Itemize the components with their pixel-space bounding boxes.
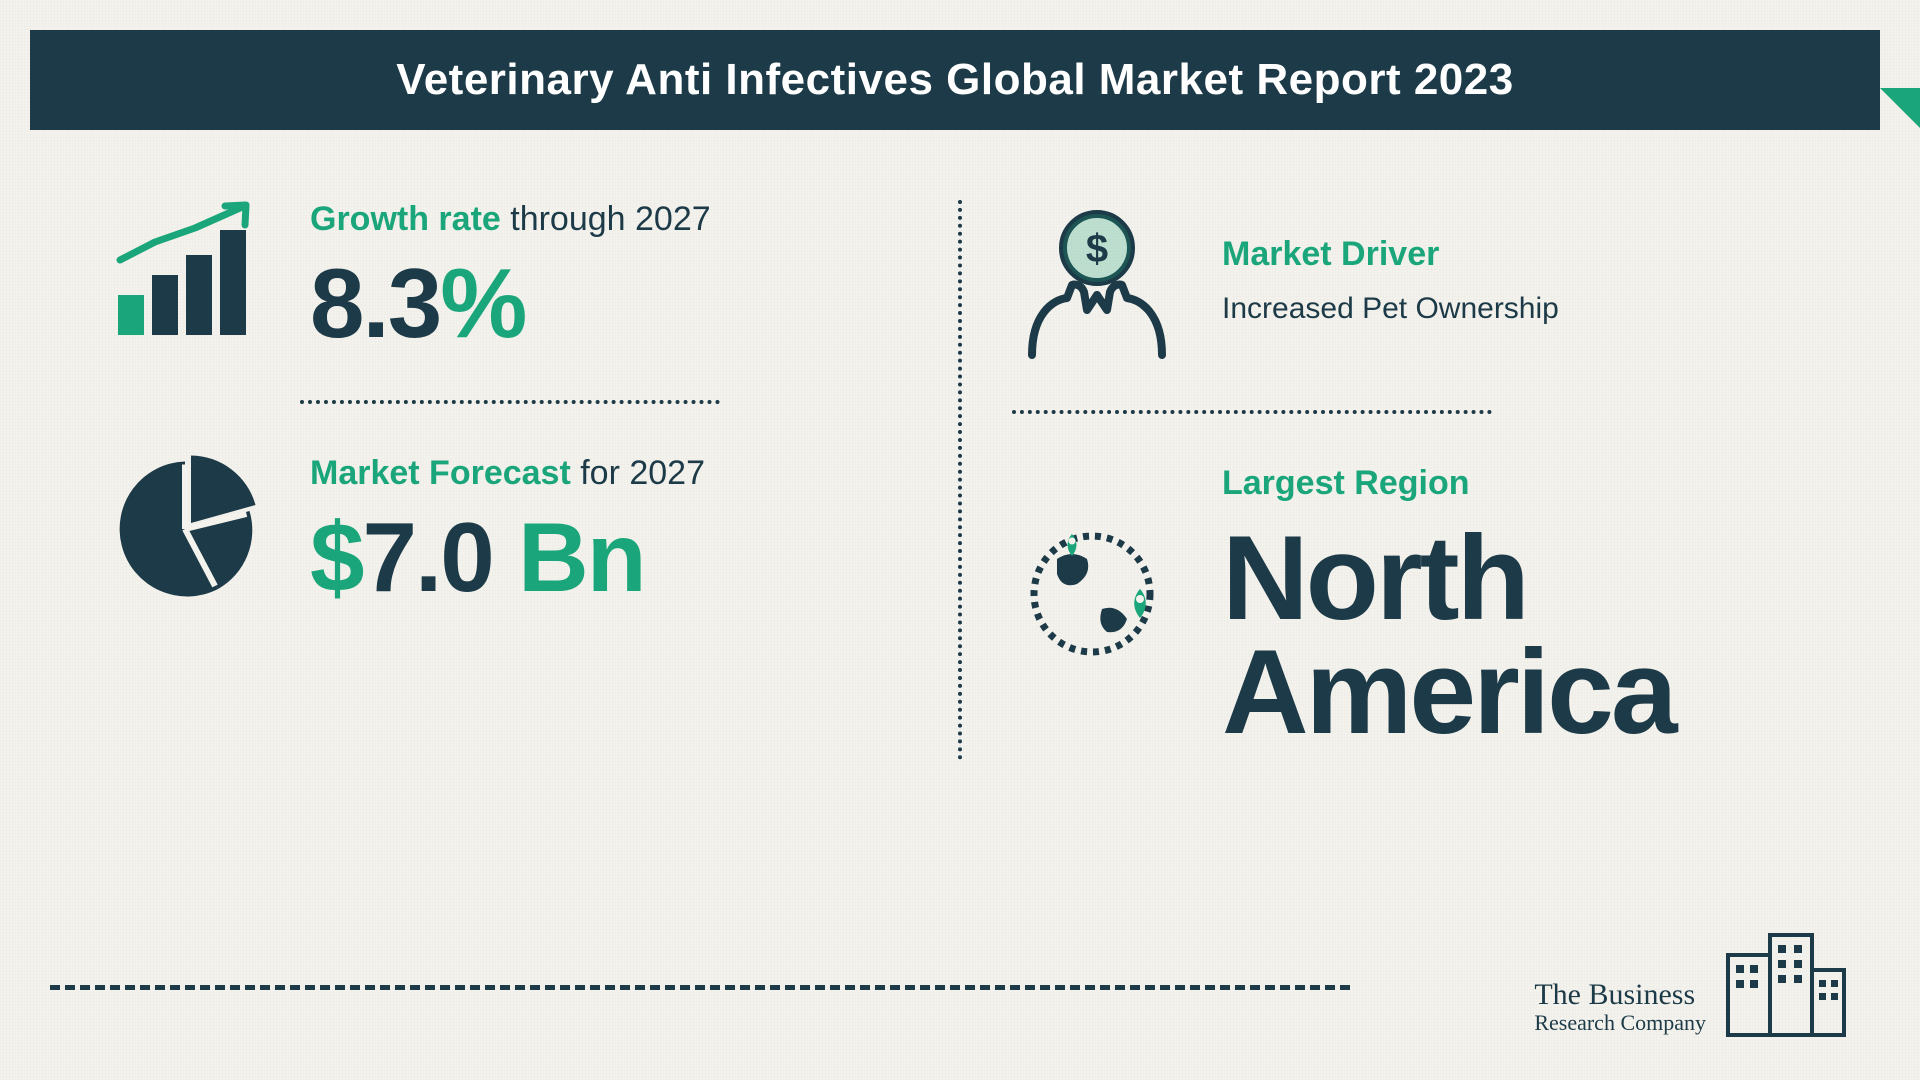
growth-text: Growth rate through 2027 8.3% (310, 200, 908, 350)
forecast-prefix: $ (310, 502, 363, 612)
region-label: Largest Region (1222, 464, 1820, 503)
corner-accent (1880, 88, 1920, 128)
right-divider (1012, 410, 1492, 414)
forecast-suffix: Bn (493, 502, 645, 612)
forecast-number: 7.0 (363, 502, 493, 612)
globe-pin-icon (1012, 514, 1182, 674)
left-column: Growth rate through 2027 8.3% (100, 180, 908, 960)
hands-coin-icon: $ (1012, 200, 1182, 360)
largest-region-block: Largest Region North America (1012, 444, 1820, 769)
growth-chart-icon (100, 200, 270, 350)
logo-line2: Research Company (1534, 1011, 1706, 1034)
right-column: $ Market Driver Increased Pet Ownership (1012, 180, 1820, 960)
forecast-label: Market Forecast for 2027 (310, 454, 908, 493)
growth-value-number: 8.3 (310, 248, 440, 358)
logo-buildings-icon (1720, 910, 1850, 1040)
report-title: Veterinary Anti Infectives Global Market… (396, 55, 1513, 105)
vertical-divider (958, 200, 962, 760)
growth-value: 8.3% (310, 257, 908, 350)
forecast-label-rest: for 2027 (571, 454, 705, 492)
growth-label-rest: through 2027 (501, 200, 711, 238)
region-value: North America (1222, 521, 1820, 749)
forecast-label-accent: Market Forecast (310, 454, 571, 492)
driver-label: Market Driver (1222, 235, 1820, 274)
forecast-text: Market Forecast for 2027 $7.0 Bn (310, 454, 908, 604)
growth-value-suffix: % (440, 248, 525, 358)
market-driver-block: $ Market Driver Increased Pet Ownership (1012, 180, 1820, 380)
driver-value: Increased Pet Ownership (1222, 292, 1820, 326)
region-line2: America (1222, 625, 1675, 759)
market-forecast-block: Market Forecast for 2027 $7.0 Bn (100, 434, 908, 624)
driver-label-text: Market Driver (1222, 235, 1439, 273)
left-divider (300, 400, 720, 404)
footer-divider (50, 985, 1350, 990)
logo-text: The Business Research Company (1534, 979, 1706, 1040)
driver-text-box: Market Driver Increased Pet Ownership (1222, 235, 1820, 326)
forecast-value: $7.0 Bn (310, 511, 908, 604)
region-label-text: Largest Region (1222, 464, 1469, 502)
region-text-box: Largest Region North America (1222, 464, 1820, 749)
growth-rate-block: Growth rate through 2027 8.3% (100, 180, 908, 370)
company-logo: The Business Research Company (1534, 910, 1850, 1040)
logo-line1: The Business (1534, 978, 1695, 1011)
header-bar: Veterinary Anti Infectives Global Market… (30, 30, 1880, 130)
svg-text:$: $ (1086, 227, 1108, 271)
growth-label: Growth rate through 2027 (310, 200, 908, 239)
pie-chart-icon (100, 454, 270, 604)
growth-label-accent: Growth rate (310, 200, 501, 238)
content-grid: Growth rate through 2027 8.3% (100, 180, 1820, 960)
